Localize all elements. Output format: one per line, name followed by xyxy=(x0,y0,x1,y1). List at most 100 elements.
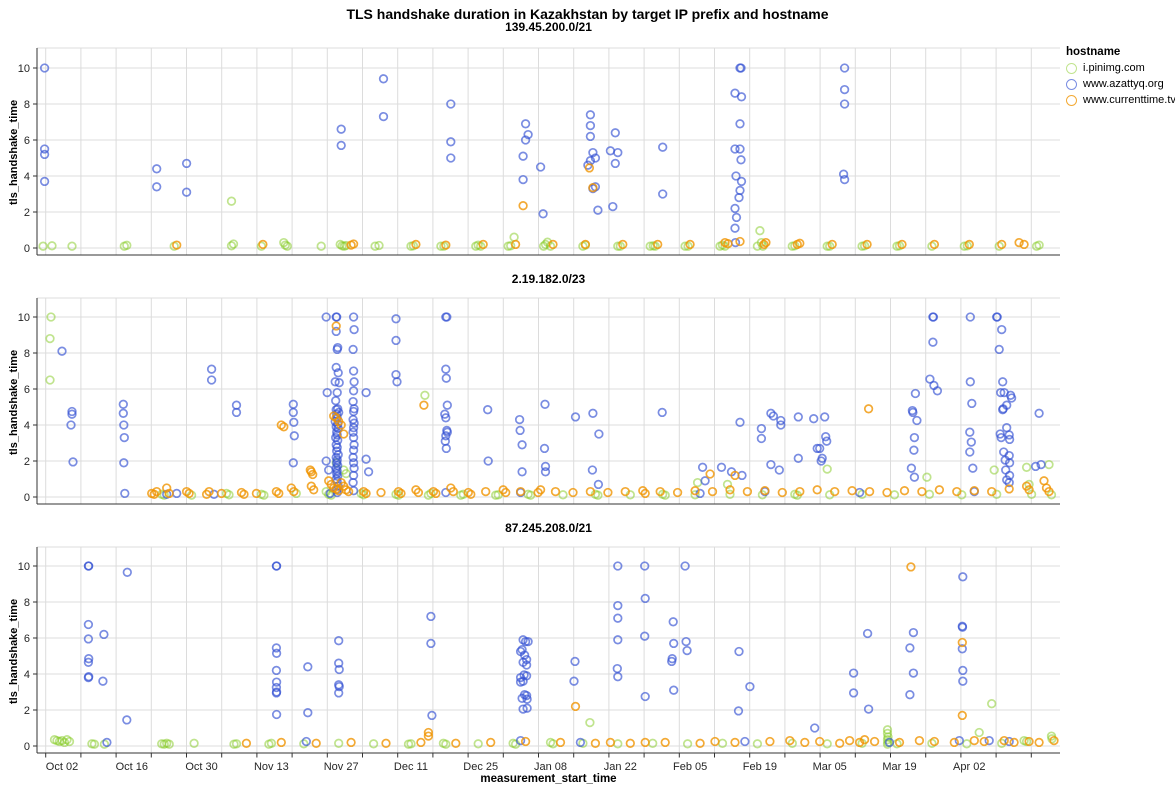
data-point xyxy=(241,738,252,748)
data-point xyxy=(974,727,984,738)
data-point xyxy=(697,462,708,472)
data-point xyxy=(965,312,975,322)
data-point xyxy=(730,144,740,154)
data-point xyxy=(822,436,832,446)
data-point xyxy=(994,344,1004,355)
data-point xyxy=(827,239,837,250)
data-point xyxy=(570,412,581,422)
data-point xyxy=(716,462,727,472)
series-www.azattyq.org xyxy=(39,63,850,248)
legend-item-i.pinimg.com[interactable]: i.pinimg.com xyxy=(1066,62,1175,74)
x-tick-label: Dec 25 xyxy=(463,761,498,773)
data-point xyxy=(580,239,591,250)
data-point xyxy=(396,488,406,499)
data-point xyxy=(98,676,108,686)
data-point xyxy=(152,182,162,192)
x-tick-label: Jan 08 xyxy=(534,761,567,773)
legend-item-www.azattyq.org[interactable]: www.azattyq.org xyxy=(1066,78,1175,90)
data-point xyxy=(759,239,769,250)
data-point xyxy=(863,704,874,714)
data-point xyxy=(334,378,344,388)
data-point xyxy=(682,645,692,656)
data-point xyxy=(1026,489,1037,499)
data-point xyxy=(1002,475,1012,485)
data-point xyxy=(348,386,359,396)
data-point xyxy=(1004,430,1014,440)
data-point xyxy=(723,239,733,249)
data-point xyxy=(793,412,803,422)
data-point xyxy=(997,239,1007,250)
data-point xyxy=(690,486,700,496)
data-point xyxy=(585,486,596,497)
x-tick-label: Mar 19 xyxy=(882,761,916,773)
data-point xyxy=(777,487,787,498)
data-point xyxy=(657,407,667,418)
data-point xyxy=(239,489,249,499)
data-point xyxy=(992,312,1002,322)
data-point xyxy=(332,344,342,355)
data-point xyxy=(289,417,299,427)
data-point xyxy=(844,735,855,746)
data-point xyxy=(997,324,1007,335)
data-point xyxy=(533,487,543,498)
y-tick-label: 2 xyxy=(24,705,30,717)
data-point xyxy=(411,239,421,250)
data-point xyxy=(288,407,298,418)
data-point xyxy=(486,737,496,748)
data-point xyxy=(441,443,451,454)
data-point xyxy=(683,241,693,251)
data-point xyxy=(848,688,859,698)
data-point xyxy=(897,239,907,250)
data-point xyxy=(612,663,622,674)
data-point xyxy=(1019,239,1029,250)
data-point xyxy=(363,467,374,477)
data-point xyxy=(391,335,401,346)
y-tick-label: 4 xyxy=(24,669,30,681)
data-point xyxy=(1034,240,1044,250)
data-point xyxy=(914,735,925,746)
series-www.currenttime.tv xyxy=(147,321,1054,499)
data-point xyxy=(965,447,975,457)
data-point xyxy=(420,390,430,400)
data-point xyxy=(288,399,298,409)
x-tick-label: Jan 22 xyxy=(604,761,637,773)
data-point xyxy=(765,736,775,747)
data-point xyxy=(426,611,436,622)
data-point xyxy=(321,456,331,466)
data-point xyxy=(625,738,635,748)
y-tick-label: 6 xyxy=(24,384,30,396)
data-point xyxy=(84,561,94,571)
data-point xyxy=(510,239,521,250)
data-point xyxy=(39,149,50,160)
data-point xyxy=(736,92,747,102)
data-point xyxy=(309,485,319,495)
data-point xyxy=(181,158,192,169)
data-point xyxy=(1004,458,1015,468)
data-point xyxy=(555,737,566,748)
data-point xyxy=(1009,737,1019,748)
legend-item-www.currenttime.tv[interactable]: www.currenttime.tv xyxy=(1066,94,1175,106)
data-point xyxy=(370,241,380,251)
data-point xyxy=(640,737,650,748)
data-point xyxy=(862,239,872,250)
data-point xyxy=(515,486,526,497)
data-point xyxy=(575,737,586,748)
data-point xyxy=(231,739,242,749)
data-point xyxy=(68,457,78,467)
x-tick-label: Nov 13 xyxy=(254,761,289,773)
data-point xyxy=(934,485,945,495)
data-point xyxy=(276,737,286,748)
data-point xyxy=(258,239,268,250)
data-point xyxy=(446,137,456,147)
data-point xyxy=(483,456,493,466)
data-point xyxy=(681,636,691,647)
data-point xyxy=(908,627,919,638)
data-point xyxy=(518,151,528,161)
data-point xyxy=(336,420,346,430)
data-point xyxy=(585,131,596,142)
data-point xyxy=(835,738,845,748)
data-point xyxy=(585,717,595,728)
data-point xyxy=(478,239,488,250)
data-point xyxy=(894,737,905,748)
series-www.azattyq.org xyxy=(57,312,1046,499)
